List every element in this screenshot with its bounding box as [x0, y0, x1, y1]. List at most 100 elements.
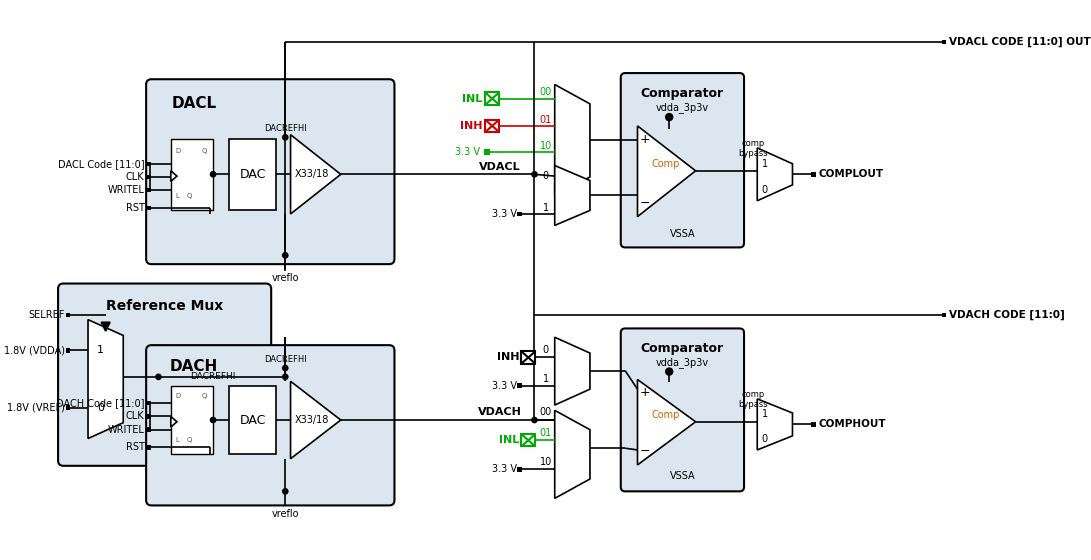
Circle shape — [156, 374, 161, 380]
Text: 1.8V (VDDA): 1.8V (VDDA) — [4, 346, 65, 356]
Polygon shape — [554, 166, 590, 226]
Polygon shape — [554, 410, 590, 498]
Text: INL: INL — [500, 435, 519, 445]
Text: INL: INL — [463, 94, 482, 104]
Text: SELREF: SELREF — [28, 310, 65, 320]
Text: bypass: bypass — [738, 149, 768, 158]
Bar — [146, 206, 151, 210]
Polygon shape — [554, 85, 590, 197]
Bar — [146, 401, 151, 405]
Text: 1: 1 — [762, 409, 768, 419]
Bar — [483, 149, 490, 156]
Text: 0: 0 — [762, 185, 768, 195]
Text: Comparator: Comparator — [640, 342, 724, 355]
Bar — [146, 427, 151, 432]
Bar — [65, 313, 70, 318]
Bar — [942, 40, 946, 44]
Bar — [229, 386, 276, 454]
Text: DACREFHI: DACREFHI — [264, 124, 307, 133]
Text: Q: Q — [187, 193, 192, 199]
Text: 3.3 V: 3.3 V — [455, 147, 480, 157]
FancyBboxPatch shape — [58, 283, 272, 466]
Bar — [485, 120, 500, 132]
Bar — [812, 172, 816, 176]
Text: 1: 1 — [97, 346, 104, 356]
Text: DACH Code [11:0]: DACH Code [11:0] — [56, 398, 144, 408]
Text: Reference Mux: Reference Mux — [106, 300, 224, 314]
Text: 10: 10 — [540, 141, 552, 151]
Polygon shape — [101, 322, 110, 331]
Text: INH: INH — [460, 121, 482, 131]
Text: VDACH: VDACH — [478, 407, 523, 417]
Bar — [171, 386, 213, 454]
Bar — [517, 467, 521, 472]
Polygon shape — [637, 126, 696, 217]
Text: L: L — [176, 193, 179, 199]
Text: CLK: CLK — [125, 412, 144, 422]
Text: WRITEL: WRITEL — [108, 185, 144, 195]
FancyBboxPatch shape — [146, 79, 395, 264]
Text: VSSA: VSSA — [670, 472, 695, 482]
Text: comp: comp — [741, 139, 765, 148]
Bar — [942, 313, 946, 318]
Text: Q: Q — [202, 147, 207, 153]
Bar — [229, 139, 276, 209]
Text: WRITEL: WRITEL — [108, 424, 144, 435]
Bar — [517, 212, 521, 216]
Text: CLK: CLK — [125, 172, 144, 182]
Text: 1: 1 — [543, 374, 549, 384]
Text: RST: RST — [125, 442, 144, 452]
Bar — [521, 434, 536, 446]
Text: vreflo: vreflo — [272, 509, 299, 519]
Text: DACL: DACL — [171, 96, 216, 111]
Polygon shape — [290, 381, 340, 459]
Polygon shape — [757, 399, 792, 450]
Text: 1.8V (VREF): 1.8V (VREF) — [8, 403, 65, 413]
Text: −: − — [639, 445, 650, 458]
Bar — [146, 175, 151, 179]
Circle shape — [531, 172, 537, 177]
Circle shape — [283, 374, 288, 380]
Text: 00: 00 — [540, 407, 552, 417]
Polygon shape — [171, 171, 177, 181]
Text: D: D — [176, 393, 180, 399]
Circle shape — [531, 417, 537, 423]
Circle shape — [211, 417, 216, 423]
Text: +: + — [639, 386, 650, 399]
Text: 01: 01 — [540, 115, 552, 125]
Circle shape — [283, 366, 288, 371]
Text: vdda_3p3v: vdda_3p3v — [656, 357, 709, 368]
Bar — [485, 92, 500, 105]
Text: 3.3 V: 3.3 V — [492, 381, 517, 391]
FancyBboxPatch shape — [621, 73, 744, 248]
Text: DACREFHI: DACREFHI — [190, 372, 236, 381]
Text: Q: Q — [187, 437, 192, 444]
Text: bypass: bypass — [738, 400, 768, 409]
Text: DACREFHI: DACREFHI — [264, 354, 307, 364]
Bar — [171, 139, 213, 209]
FancyBboxPatch shape — [146, 345, 395, 506]
Polygon shape — [171, 417, 177, 427]
Text: Q: Q — [202, 393, 207, 399]
Bar — [146, 414, 151, 419]
Text: RST: RST — [125, 203, 144, 213]
Text: L: L — [176, 437, 179, 444]
Text: VSSA: VSSA — [670, 229, 695, 239]
Text: D: D — [176, 147, 180, 153]
Text: X33/18: X33/18 — [295, 415, 328, 425]
Text: COMPLOUT: COMPLOUT — [819, 169, 884, 179]
Text: DAC: DAC — [240, 168, 266, 181]
Bar — [812, 422, 816, 427]
Text: X33/18: X33/18 — [295, 169, 328, 179]
Polygon shape — [290, 135, 340, 214]
Bar — [521, 351, 536, 363]
Bar — [517, 384, 521, 388]
Text: −: − — [639, 197, 650, 210]
Bar — [146, 162, 151, 166]
Text: 0: 0 — [97, 403, 104, 413]
Polygon shape — [637, 380, 696, 465]
Circle shape — [283, 253, 288, 258]
Text: DACH: DACH — [169, 359, 218, 374]
Text: DAC: DAC — [240, 413, 266, 427]
Polygon shape — [554, 337, 590, 405]
